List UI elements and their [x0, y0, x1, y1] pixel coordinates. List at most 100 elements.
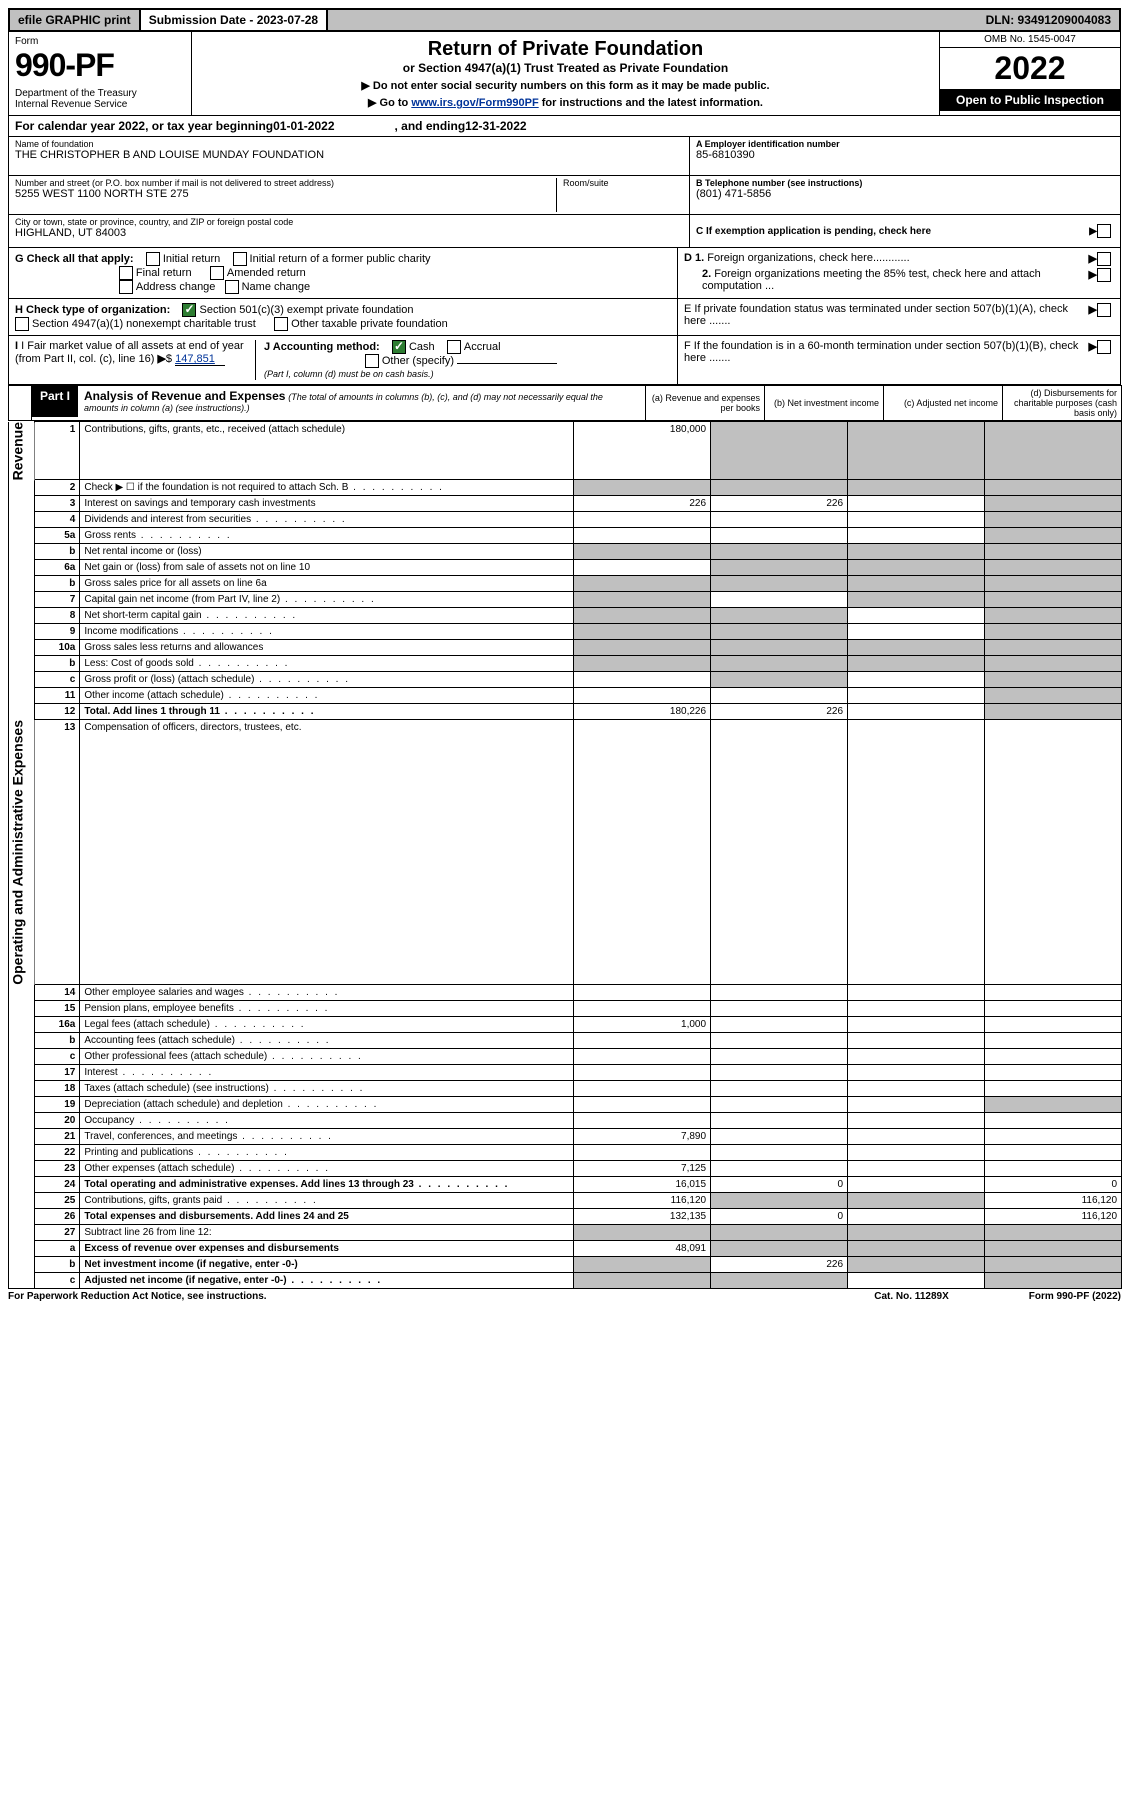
footer-mid: Cat. No. 11289X	[874, 1291, 948, 1302]
efile-label: efile GRAPHIC print	[10, 10, 141, 30]
cell-a	[574, 1033, 711, 1049]
table-row: 23Other expenses (attach schedule)7,125	[9, 1161, 1122, 1177]
d2-checkbox[interactable]	[1097, 268, 1111, 282]
identity-block: Name of foundation THE CHRISTOPHER B AND…	[8, 137, 1121, 248]
cell-c	[848, 496, 985, 512]
row-desc: Adjusted net income (if negative, enter …	[84, 1275, 286, 1286]
header-center: Return of Private Foundation or Section …	[192, 32, 940, 115]
4947-checkbox[interactable]	[15, 317, 29, 331]
row-desc: Net rental income or (loss)	[84, 546, 201, 557]
row-desc: Total. Add lines 1 through 11	[84, 706, 220, 717]
fmv-value[interactable]: 147,851	[175, 353, 225, 366]
e-checkbox[interactable]	[1097, 303, 1111, 317]
city-state-zip: HIGHLAND, UT 84003	[15, 227, 683, 239]
table-row: 26Total expenses and disbursements. Add …	[9, 1209, 1122, 1225]
cell-c	[848, 1145, 985, 1161]
final-return-checkbox[interactable]	[119, 266, 133, 280]
cell-c	[848, 656, 985, 672]
table-row: 19Depreciation (attach schedule) and dep…	[9, 1097, 1122, 1113]
city-label: City or town, state or province, country…	[15, 217, 683, 227]
row-number: 3	[35, 496, 80, 512]
cell-b	[711, 1033, 848, 1049]
cell-a	[574, 1225, 711, 1241]
table-row: 4Dividends and interest from securities	[9, 512, 1122, 528]
table-row: 8Net short-term capital gain	[9, 608, 1122, 624]
cell-d	[984, 1097, 1121, 1113]
cell-a	[574, 544, 711, 560]
d1-checkbox[interactable]	[1097, 252, 1111, 266]
cell-d	[984, 1001, 1121, 1017]
open-public: Open to Public Inspection	[940, 89, 1120, 111]
row-desc: Taxes (attach schedule) (see instruction…	[84, 1083, 269, 1094]
cell-b: 0	[711, 1177, 848, 1193]
table-row: bLess: Cost of goods sold	[9, 656, 1122, 672]
501c3-checkbox[interactable]	[182, 303, 196, 317]
department: Department of the Treasury Internal Reve…	[15, 88, 185, 110]
cell-a	[574, 1001, 711, 1017]
row-number: 18	[35, 1081, 80, 1097]
accrual-checkbox[interactable]	[447, 340, 461, 354]
cell-d	[984, 1113, 1121, 1129]
cell-a	[574, 1145, 711, 1161]
cell-c	[848, 1273, 985, 1289]
row-desc: Check ▶ ☐ if the foundation is not requi…	[84, 482, 348, 493]
cell-a: 48,091	[574, 1241, 711, 1257]
cell-d	[984, 512, 1121, 528]
cell-c	[848, 640, 985, 656]
exemption-checkbox[interactable]	[1097, 224, 1111, 238]
f-checkbox[interactable]	[1097, 340, 1111, 354]
cell-b	[711, 1113, 848, 1129]
cell-d	[984, 704, 1121, 720]
cell-a	[574, 1113, 711, 1129]
other-taxable-checkbox[interactable]	[274, 317, 288, 331]
cell-c	[848, 1065, 985, 1081]
table-row: 18 Taxes (attach schedule) (see instructi…	[9, 1081, 1122, 1097]
cell-a: 132,135	[574, 1209, 711, 1225]
cell-a	[574, 1081, 711, 1097]
amended-return-checkbox[interactable]	[210, 266, 224, 280]
other-method-checkbox[interactable]	[365, 354, 379, 368]
cell-b	[711, 672, 848, 688]
dln: DLN: 93491209004083	[978, 10, 1119, 30]
col-c-header: (c) Adjusted net income	[884, 386, 1003, 421]
end-date: 12-31-2022	[465, 119, 526, 133]
cell-d	[984, 422, 1121, 480]
cell-b	[711, 1017, 848, 1033]
cash-checkbox[interactable]	[392, 340, 406, 354]
cell-c	[848, 1017, 985, 1033]
instruction-2: ▶ Go to www.irs.gov/Form990PF for instru…	[198, 96, 933, 109]
irs-link[interactable]: www.irs.gov/Form990PF	[411, 97, 538, 109]
row-number: b	[35, 1033, 80, 1049]
cell-c	[848, 560, 985, 576]
cell-d	[984, 688, 1121, 704]
initial-former-checkbox[interactable]	[233, 252, 247, 266]
cell-d	[984, 1225, 1121, 1241]
cell-a	[574, 624, 711, 640]
cell-c	[848, 1081, 985, 1097]
row-desc: Contributions, gifts, grants, etc., rece…	[84, 424, 345, 435]
table-row: cGross profit or (loss) (attach schedule…	[9, 672, 1122, 688]
cell-b	[711, 1065, 848, 1081]
cell-b	[711, 576, 848, 592]
cell-b: 226	[711, 496, 848, 512]
check-section-h: H Check type of organization: Section 50…	[8, 299, 1121, 336]
row-number: b	[35, 576, 80, 592]
row-desc: Printing and publications	[84, 1147, 193, 1158]
row-number: 7	[35, 592, 80, 608]
address-change-checkbox[interactable]	[119, 280, 133, 294]
cell-b	[711, 640, 848, 656]
row-number: 15	[35, 1001, 80, 1017]
cell-c	[848, 1241, 985, 1257]
ein-label: A Employer identification number	[696, 139, 1114, 149]
initial-return-checkbox[interactable]	[146, 252, 160, 266]
cell-a	[574, 720, 711, 985]
row-number: 2	[35, 480, 80, 496]
cell-d: 116,120	[984, 1193, 1121, 1209]
cell-a	[574, 688, 711, 704]
cell-a	[574, 608, 711, 624]
name-change-checkbox[interactable]	[225, 280, 239, 294]
top-bar: efile GRAPHIC print Submission Date - 20…	[8, 8, 1121, 32]
table-row: 3Interest on savings and temporary cash …	[9, 496, 1122, 512]
cell-b	[711, 624, 848, 640]
cell-a	[574, 1273, 711, 1289]
